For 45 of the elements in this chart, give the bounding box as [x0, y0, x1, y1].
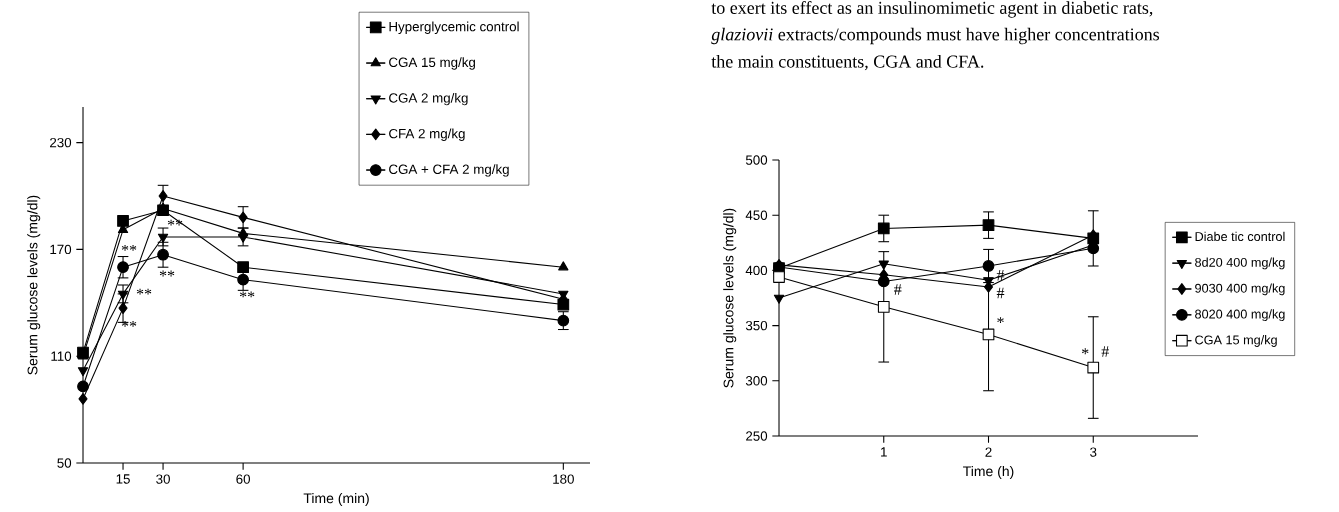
y-tick-label: 250 [746, 431, 768, 441]
text: glaziovii extracts/compounds must have higher concentrations [711, 27, 1160, 45]
annotation: # [996, 287, 1005, 299]
y-tick-label: 450 [745, 210, 768, 220]
y-tick-label: 400 [745, 265, 768, 276]
x-tick-label: 30 [156, 474, 170, 484]
y-tick-label: 300 [745, 376, 768, 386]
legend-label: 8020 400 mg/kg [1195, 309, 1285, 322]
annotation: # [1101, 346, 1109, 357]
annotation: ** [121, 244, 137, 251]
legend-label: CGA + CFA 2 mg/kg [389, 164, 509, 177]
legend-label: CGA 15 mg/kg [389, 57, 475, 70]
y-tick-label: 170 [50, 244, 72, 255]
annotation: ** [136, 288, 152, 295]
text: to exert its effect as an insulinomimetic agent in diabetic rats, [711, 1, 1153, 18]
annotation: * [1082, 348, 1089, 355]
x-axis-title: Time (min) [303, 492, 369, 507]
x-tick-label: 1 [881, 447, 887, 457]
legend-label: Hyperglycemic control [389, 21, 519, 34]
legend-label: 9030 400 mg/kg [1195, 283, 1285, 296]
annotation: ** [167, 219, 183, 226]
x-tick-label: 180 [553, 474, 574, 484]
x-tick-label: 2 [985, 447, 992, 457]
annotation: ** [121, 320, 137, 327]
y-tick-label: 350 [745, 320, 768, 331]
y-tick-label: 500 [745, 155, 768, 165]
y-tick-label: 50 [57, 458, 72, 468]
annotation: # [894, 284, 902, 295]
x-tick-label: 60 [236, 474, 251, 484]
y-axis-title: Serum glucose levels (mg/dl) [27, 195, 41, 375]
legend-label: CGA 2 mg/kg [389, 92, 468, 106]
y-tick-label: 110 [51, 351, 72, 361]
annotation: * [997, 317, 1004, 324]
legend-label: 8d20 400 mg/kg [1195, 257, 1285, 270]
legend-label: Diabe tic control [1195, 231, 1285, 242]
x-axis-title: Time (h) [963, 465, 1014, 480]
annotation: ** [239, 291, 255, 298]
text: the main constituents, CGA and CFA. [711, 55, 984, 71]
x-tick-label: 3 [1090, 447, 1097, 457]
y-tick-label: 230 [50, 137, 72, 148]
legend-label: CFA 2 mg/kg [389, 128, 465, 141]
legend-label: CGA 15 mg/kg [1195, 335, 1277, 347]
annotation: ** [159, 270, 175, 277]
y-axis-title: Serum glucose levels (mg/dl) [723, 208, 737, 388]
x-tick-label: 15 [116, 474, 130, 484]
